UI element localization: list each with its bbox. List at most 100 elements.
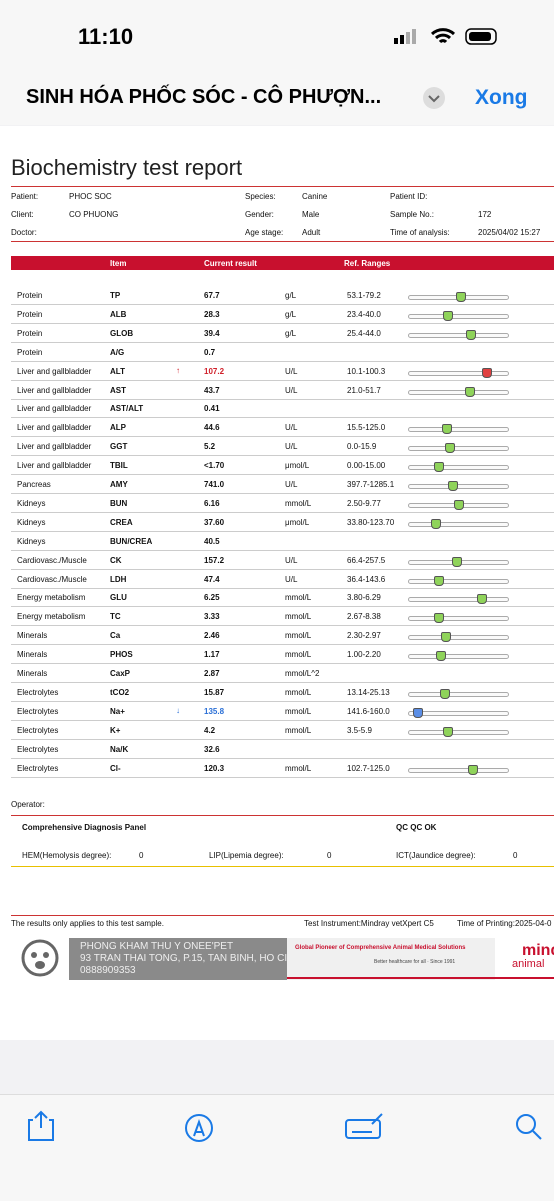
footer-note: The results only applies to this test sa… (11, 919, 164, 928)
range: 1.00-2.20 (347, 650, 381, 660)
group: Protein (17, 347, 43, 357)
range: 2.67-8.38 (347, 612, 381, 622)
result: 37.60 (204, 517, 225, 527)
range: 397.7-1285.1 (347, 480, 395, 489)
row-line (11, 682, 554, 683)
range-bar (408, 616, 509, 622)
result: 0.41 (204, 404, 220, 414)
item: PHOS (110, 650, 133, 660)
group: Liver and gallbladder (17, 366, 92, 376)
dropdown[interactable] (422, 86, 446, 110)
table-header (11, 256, 554, 270)
nav-title: SINH HÓA PHỐC SÓC - CÔ PHƯỢN... (26, 86, 382, 108)
unit: mmol/L^2 (285, 669, 320, 678)
markup-icon[interactable] (185, 1114, 213, 1142)
row-line (11, 663, 554, 665)
divider (11, 915, 554, 916)
unit: U/L (285, 480, 298, 489)
index-value: 0 (139, 851, 144, 860)
range-bar (408, 691, 509, 697)
info-label: Doctor: (11, 228, 37, 237)
range-marker (441, 424, 452, 435)
group: Kidneys (17, 517, 46, 527)
range: 13.14-25.13 (347, 687, 390, 697)
range-bar (408, 578, 509, 584)
info-value: Adult (302, 228, 321, 237)
result: 107.2 (204, 366, 225, 376)
result: 67.7 (204, 291, 220, 300)
clock: 11:10 (78, 24, 134, 49)
group: Energy metabolism (17, 593, 86, 603)
unit: mmol/L (285, 706, 312, 716)
group: Protein (17, 291, 43, 300)
info-label: Gender: (245, 210, 274, 219)
row-line (11, 360, 554, 362)
unit: U/L (285, 442, 298, 452)
unit: U/L (285, 555, 298, 565)
range-marker (443, 726, 454, 737)
result: 15.87 (204, 687, 225, 697)
row-line (11, 757, 554, 759)
item: GLU (110, 593, 127, 603)
group: Cardiovasc./Muscle (17, 574, 87, 584)
banner-box (69, 938, 287, 980)
index-value: 0 (327, 851, 332, 860)
unit: g/L (285, 328, 297, 338)
row-line (11, 379, 554, 381)
range-bar (408, 710, 509, 716)
clinic-logo (21, 939, 59, 977)
group: Electrolytes (17, 763, 59, 773)
item: TP (110, 291, 121, 300)
header-item: Item (110, 259, 127, 268)
row-line (11, 398, 554, 400)
unit: U/L (285, 423, 298, 433)
row-line (11, 530, 554, 532)
edit-icon[interactable] (345, 1119, 381, 1139)
range-bar (408, 635, 509, 641)
row-line (11, 738, 554, 740)
info-label: Patient: (11, 192, 39, 201)
result: 1.17 (204, 650, 220, 660)
range-marker (444, 443, 455, 454)
info-value: Male (302, 210, 320, 219)
range-marker (435, 651, 446, 662)
unit: g/L (285, 309, 297, 319)
unit: U/L (285, 574, 298, 584)
range: 33.80-123.70 (347, 517, 395, 527)
range: 0.00-15.00 (347, 461, 386, 471)
footer-printing: Time of Printing:2025-04-0 (457, 919, 552, 928)
report-title: Biochemistry test report (11, 155, 243, 180)
range-bar (408, 521, 509, 527)
info-value: CO PHUONG (69, 210, 119, 219)
range: 0.0-15.9 (347, 442, 377, 452)
clinic-phone: 0888909353 (80, 965, 136, 976)
item: BUN/CREA (110, 536, 153, 546)
brand: mind (522, 942, 554, 959)
group: Protein (17, 309, 43, 319)
divider (11, 186, 554, 187)
group: Energy metabolism (17, 612, 86, 622)
item: GLOB (110, 328, 134, 338)
range-bar (408, 767, 509, 773)
done-button[interactable]: Xong (475, 86, 528, 109)
range: 3.80-6.29 (347, 593, 381, 603)
unit: mmol/L (285, 687, 312, 697)
row-line (11, 719, 554, 721)
row-line (11, 776, 554, 778)
info-label: Time of analysis: (390, 228, 450, 237)
info-value: 2025/04/02 15:27 (478, 228, 541, 237)
range-marker (430, 518, 441, 529)
share-icon[interactable] (28, 1110, 54, 1141)
item: LDH (110, 574, 127, 584)
row-line (11, 455, 554, 457)
info-value: PHOC SOC (69, 192, 112, 201)
search-icon[interactable] (516, 1114, 536, 1134)
range: 141.6-160.0 (347, 706, 390, 716)
range-marker (456, 292, 467, 302)
operator: Operator: (11, 800, 45, 809)
range-bar (408, 484, 509, 489)
range: 2.50-9.77 (347, 498, 381, 508)
range: 53.1-79.2 (347, 291, 381, 300)
range: 102.7-125.0 (347, 763, 390, 773)
group: Protein (17, 328, 43, 338)
